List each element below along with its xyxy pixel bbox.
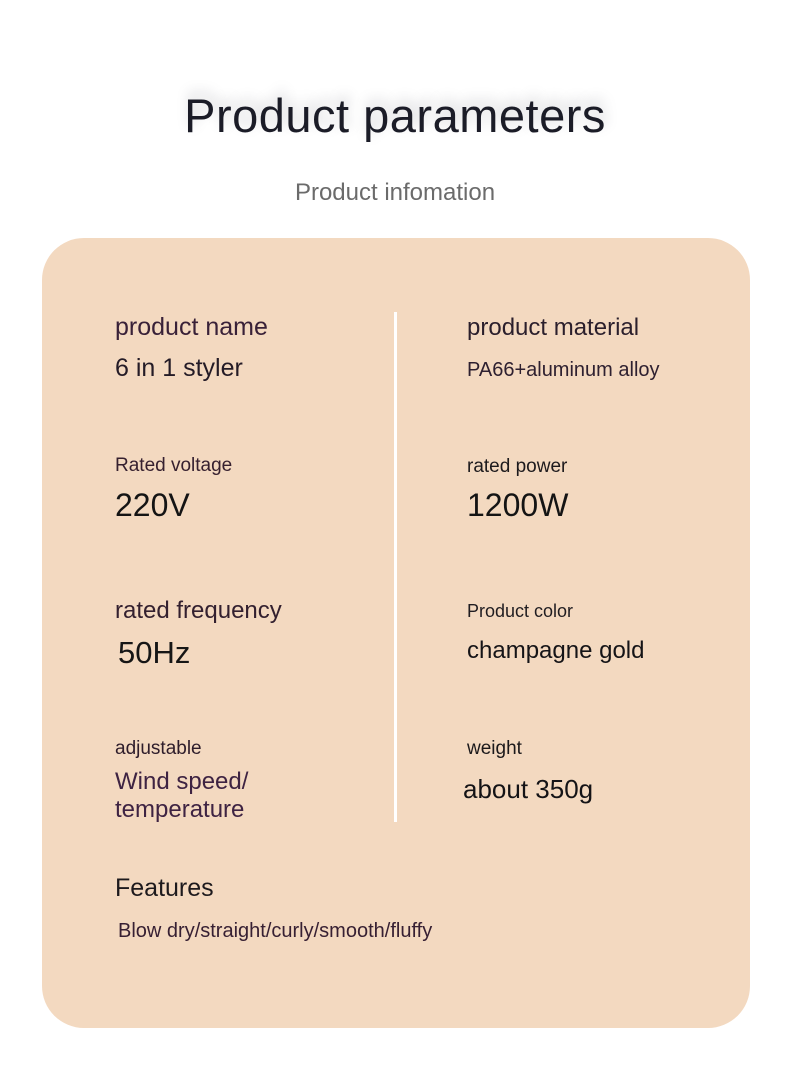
spec-product-material-label: product material: [467, 314, 640, 341]
spec-weight-value: about 350g: [463, 774, 594, 804]
spec-product-material-value: PA66+aluminum alloy: [467, 359, 660, 381]
spec-product-color-value: champagne gold: [467, 637, 645, 664]
spec-adjustable-value: Wind speed/ temperature: [115, 768, 248, 824]
spec-card: product name 6 in 1 styler product mater…: [42, 238, 750, 1028]
spec-rated-voltage-value: 220V: [115, 487, 190, 523]
spec-adjustable-label: adjustable: [115, 738, 202, 759]
spec-rated-frequency-label: rated frequency: [115, 597, 282, 624]
features-value: Blow dry/straight/curly/smooth/fluffy: [118, 920, 433, 942]
page-subtitle: Product infomation: [294, 179, 496, 206]
page-title: Product parameters: [184, 89, 606, 142]
spec-rated-power-value: 1200W: [467, 487, 569, 523]
spec-adjustable-value-line1: Wind speed/: [115, 768, 249, 795]
column-divider: [394, 312, 397, 822]
spec-product-name-value: 6 in 1 styler: [115, 354, 243, 382]
spec-adjustable-value-line2: temperature: [115, 796, 245, 823]
spec-product-name-label: product name: [115, 313, 268, 341]
spec-rated-frequency-value: 50Hz: [118, 635, 191, 670]
features-label: Features: [115, 874, 214, 902]
spec-weight-label: weight: [467, 738, 522, 759]
spec-rated-voltage-label: Rated voltage: [115, 455, 233, 476]
spec-rated-power-label: rated power: [467, 456, 568, 477]
spec-product-color-label: Product color: [467, 601, 574, 621]
